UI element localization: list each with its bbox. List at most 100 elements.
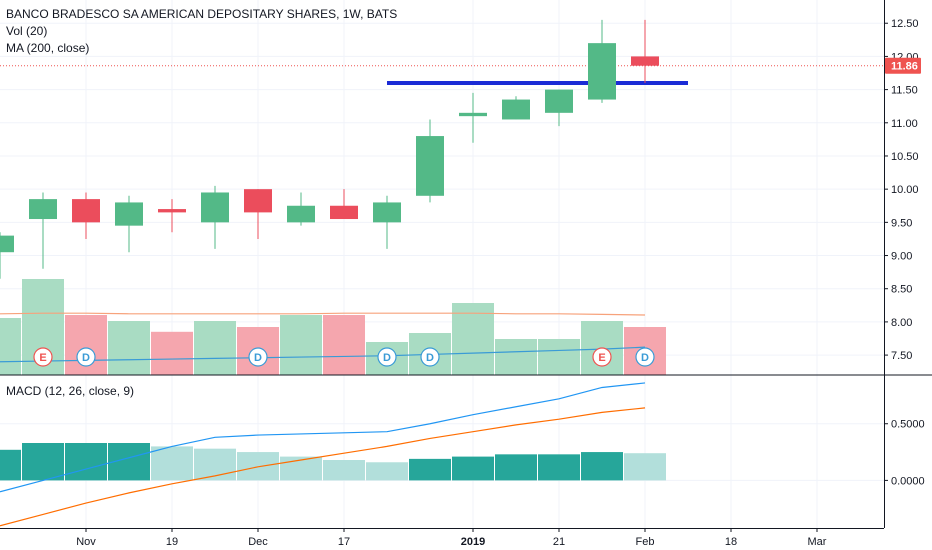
- earnings-marker: [592, 347, 612, 367]
- event-marker: E: [592, 347, 612, 367]
- candle: [29, 192, 57, 269]
- earnings-marker: [33, 347, 53, 367]
- ma-legend: MA (200, close): [6, 41, 90, 55]
- candle-body: [244, 189, 272, 213]
- price-axis: 12.5012.0011.5011.0010.5010.009.509.008.…: [884, 18, 925, 487]
- candle: [115, 195, 143, 253]
- macd-histogram-bar: [581, 452, 623, 481]
- dividend-marker: [377, 347, 397, 367]
- volume-bar: [323, 315, 365, 375]
- volume-bar: [0, 318, 21, 375]
- candle-body: [115, 202, 143, 226]
- time-tick-label: 19: [166, 536, 178, 548]
- candle-body: [631, 56, 659, 66]
- time-tick-label: 17: [338, 536, 350, 548]
- event-marker: D: [76, 347, 96, 367]
- volume-bar: [538, 339, 580, 375]
- time-tick-label: Nov: [76, 536, 96, 548]
- volume-bar: [108, 321, 150, 375]
- volume-bar: [280, 315, 322, 375]
- dividend-marker: [76, 347, 96, 367]
- event-marker: D: [635, 347, 655, 367]
- price-tick-label: 9.50: [891, 217, 912, 229]
- macd-histogram-bar: [452, 456, 494, 481]
- last-price-label: 11.86: [891, 61, 918, 73]
- macd-histogram-bar: [65, 443, 107, 481]
- volume-legend: Vol (20): [6, 24, 48, 38]
- price-tick-label: 8.50: [891, 284, 912, 296]
- macd-histogram-bar: [0, 449, 21, 481]
- candle-body: [502, 99, 530, 120]
- candle: [287, 192, 315, 226]
- price-tick-label: 9.00: [891, 251, 912, 263]
- macd-histogram: [0, 443, 666, 481]
- event-marker-label: E: [39, 352, 46, 364]
- macd-histogram-bar: [495, 454, 537, 481]
- candle-body: [158, 209, 186, 213]
- price-tick-label: 12.50: [891, 18, 919, 30]
- time-tick-label: Mar: [808, 536, 827, 548]
- time-tick-label: 18: [725, 536, 737, 548]
- event-marker-label: D: [426, 352, 434, 364]
- volume-ma-line: [0, 312, 646, 316]
- candle: [502, 96, 530, 120]
- dividend-marker: [248, 347, 268, 367]
- candle: [631, 19, 659, 83]
- candle-body: [201, 192, 229, 223]
- price-tick-label: 11.50: [891, 85, 918, 97]
- macd-histogram-bar: [538, 454, 580, 481]
- candle: [588, 19, 616, 103]
- time-tick-label: 21: [553, 536, 565, 548]
- macd-tick-label: 0.5000: [891, 419, 925, 431]
- macd-legend: MACD (12, 26, close, 9): [6, 384, 135, 398]
- candle-body: [287, 205, 315, 223]
- price-tick-label: 7.50: [891, 350, 912, 362]
- candle-body: [72, 199, 100, 223]
- candle: [459, 92, 487, 143]
- candle: [201, 185, 229, 249]
- signal-line: [0, 407, 646, 527]
- macd-histogram-bar: [366, 462, 408, 481]
- macd-histogram-bar: [151, 446, 193, 481]
- price-tick-label: 11.00: [891, 118, 918, 130]
- candle-body: [588, 43, 616, 100]
- candle: [545, 89, 573, 127]
- macd-tick-label: 0.0000: [891, 475, 925, 487]
- candle: [244, 189, 272, 239]
- macd-histogram-bar: [280, 456, 322, 481]
- chart-title: BANCO BRADESCO SA AMERICAN DEPOSITARY SH…: [6, 7, 398, 21]
- candle-body: [330, 205, 358, 220]
- macd-histogram-bar: [624, 453, 666, 481]
- candle: [416, 119, 444, 203]
- candles: [0, 19, 659, 279]
- event-marker: D: [377, 347, 397, 367]
- event-marker-label: D: [82, 352, 90, 364]
- macd-histogram-bar: [22, 443, 64, 481]
- event-marker: D: [248, 347, 268, 367]
- candle: [0, 232, 14, 279]
- candle-body: [545, 89, 573, 113]
- event-marker-label: D: [641, 352, 649, 364]
- volume-bars: [0, 279, 666, 375]
- dividend-marker: [420, 347, 440, 367]
- candle-body: [416, 136, 444, 196]
- volume-bar: [151, 331, 193, 375]
- candle-body: [373, 202, 401, 223]
- volume-bar: [452, 303, 494, 375]
- macd-histogram-bar: [323, 460, 365, 481]
- candle: [330, 189, 358, 220]
- ma200-line: [0, 346, 646, 363]
- volume-bar: [194, 321, 236, 375]
- candle-body: [459, 112, 487, 117]
- price-tick-label: 10.50: [891, 151, 919, 163]
- macd-histogram-bar: [409, 458, 451, 481]
- time-axis: Nov 19 Dec 17 2019 21 Feb 18 Mar: [76, 528, 827, 548]
- event-marker-label: D: [383, 352, 391, 364]
- candle: [158, 199, 186, 233]
- dividend-marker: [635, 347, 655, 367]
- candle: [72, 192, 100, 239]
- last-price-badge-bg: [885, 57, 921, 74]
- price-tick-label: 10.00: [891, 184, 919, 196]
